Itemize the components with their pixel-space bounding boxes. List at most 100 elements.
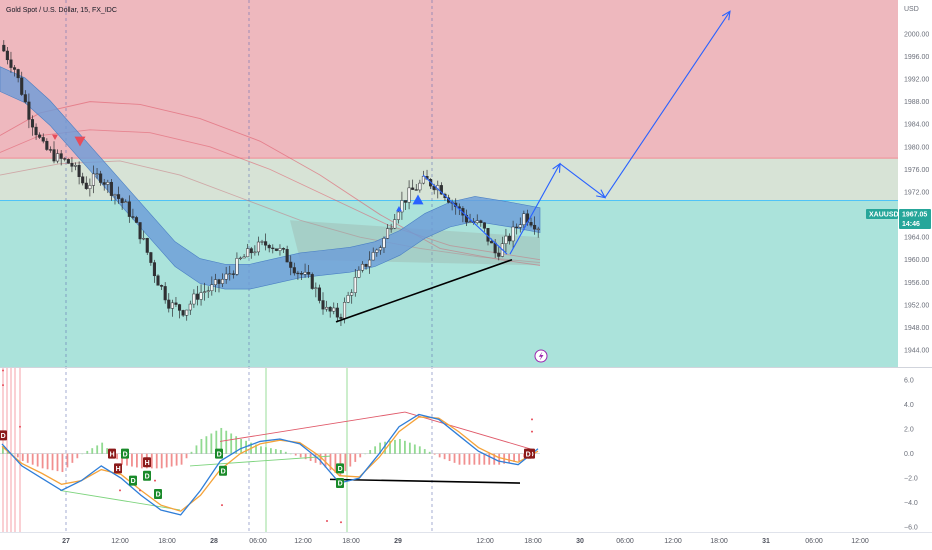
candle-body <box>386 228 390 239</box>
candle-body <box>16 69 20 79</box>
histogram-bar <box>185 453 188 459</box>
candle-body <box>160 285 164 287</box>
candle-body <box>504 235 508 244</box>
price-axis[interactable]: 1944.00 1948.00 1952.00 1956.00 1960.00 1964.… <box>904 31 929 354</box>
candle-body <box>238 257 243 260</box>
candle-body <box>260 241 264 243</box>
last-price-countdown: 14:46 <box>902 221 920 228</box>
price-tick-label: 1976.00 <box>904 167 929 174</box>
oscillator-axis[interactable]: 6.0 4.0 2.0 0.0 −2.0 −4.0 −6.0 <box>904 378 918 532</box>
candle-body <box>321 300 325 310</box>
candle-body <box>407 187 411 203</box>
candle-body <box>167 299 171 309</box>
histogram-bar <box>106 448 109 454</box>
candle-body <box>303 271 307 275</box>
price-tick-label: 1952.00 <box>904 302 929 309</box>
histogram-bar <box>225 430 228 454</box>
candle-body <box>106 181 110 185</box>
candle-body <box>256 241 260 253</box>
currency-label: USD <box>904 6 919 13</box>
time-axis[interactable]: 27 12:00 18:00 28 06:00 12:00 18:00 29 12:00 18:0… <box>62 538 869 545</box>
histogram-bar <box>210 433 213 454</box>
candle-body <box>317 287 321 301</box>
histogram-bar <box>279 450 282 454</box>
histogram-bar <box>418 446 421 454</box>
histogram-bar <box>443 453 446 460</box>
price-pane[interactable] <box>0 0 898 532</box>
signal-box <box>0 430 7 441</box>
candle-body <box>63 158 67 160</box>
lightning-icon[interactable] <box>534 349 548 363</box>
support-trendline <box>335 258 513 323</box>
sell-marker-small <box>52 134 58 140</box>
histogram-bar <box>255 444 257 454</box>
price-tick-label: 1988.00 <box>904 99 929 106</box>
candle-body <box>174 302 178 305</box>
last-price-symbol: XAUUSD <box>869 212 899 219</box>
histogram-bar <box>448 453 451 462</box>
price-tick-label: 1944.00 <box>904 348 929 355</box>
signal-dot <box>2 369 4 372</box>
time-tick-label: 31 <box>762 538 770 545</box>
histogram-bar <box>374 446 377 454</box>
histogram-bar <box>21 453 24 462</box>
histogram-bar <box>428 451 431 454</box>
price-tick-label: 1960.00 <box>904 257 929 264</box>
histogram-bar <box>121 453 123 465</box>
candle-body <box>149 252 153 263</box>
candle-body <box>127 201 131 217</box>
candle-body <box>393 219 397 229</box>
histogram-bar <box>284 451 287 454</box>
candle-body <box>375 249 379 253</box>
candle-body <box>41 137 45 142</box>
price-tick-label: 1956.00 <box>904 280 929 287</box>
last-price-value: 1967.05 <box>902 212 927 219</box>
price-tick-label: 1948.00 <box>904 325 929 332</box>
oscillator-tick-label: 4.0 <box>904 402 914 409</box>
candle-body <box>353 277 357 293</box>
signal-dot <box>119 489 121 492</box>
candle-body <box>117 194 121 199</box>
signal-box <box>121 448 129 459</box>
histogram-bar <box>483 453 486 465</box>
oscillator-tick-label: 2.0 <box>904 427 914 434</box>
signal-dot <box>154 479 156 482</box>
histogram-bar <box>215 430 218 454</box>
histogram-bar <box>86 450 89 454</box>
candle-body <box>99 173 103 183</box>
histogram-bar <box>131 453 133 467</box>
candle-body <box>400 200 404 213</box>
candle-body <box>278 248 282 251</box>
candle-body <box>378 247 382 251</box>
time-tick-label: 12:00 <box>111 538 129 545</box>
candle-body <box>152 262 156 277</box>
histogram-bar <box>116 453 118 460</box>
candle-body <box>231 273 235 275</box>
zone-range <box>0 158 898 201</box>
histogram-bar <box>31 453 34 465</box>
candle-body <box>134 217 139 223</box>
histogram-bar <box>11 453 14 455</box>
projection-path <box>509 10 731 255</box>
histogram-bar <box>438 453 441 458</box>
candle-body <box>210 284 214 291</box>
candle-body <box>30 119 35 128</box>
candle-body <box>124 201 128 203</box>
bullish-divergence-line <box>189 455 331 467</box>
buy-marker-small <box>396 206 402 212</box>
candle-body <box>292 267 296 274</box>
histogram-bar <box>498 453 501 465</box>
candle-body <box>66 159 70 164</box>
histogram-bar <box>240 438 243 454</box>
time-tick-label: 12:00 <box>851 538 869 545</box>
candle-body <box>314 287 318 289</box>
histogram-bar <box>404 440 406 454</box>
candle-body <box>418 182 422 191</box>
sell-marker <box>74 136 86 147</box>
candle-body <box>529 222 533 226</box>
oscillator-pane[interactable]: DHHDDDDHDDDDDD <box>0 368 540 532</box>
candle-body <box>518 224 522 228</box>
candle-body <box>339 316 343 319</box>
candle-body <box>511 226 515 242</box>
histogram-bar <box>230 433 233 454</box>
